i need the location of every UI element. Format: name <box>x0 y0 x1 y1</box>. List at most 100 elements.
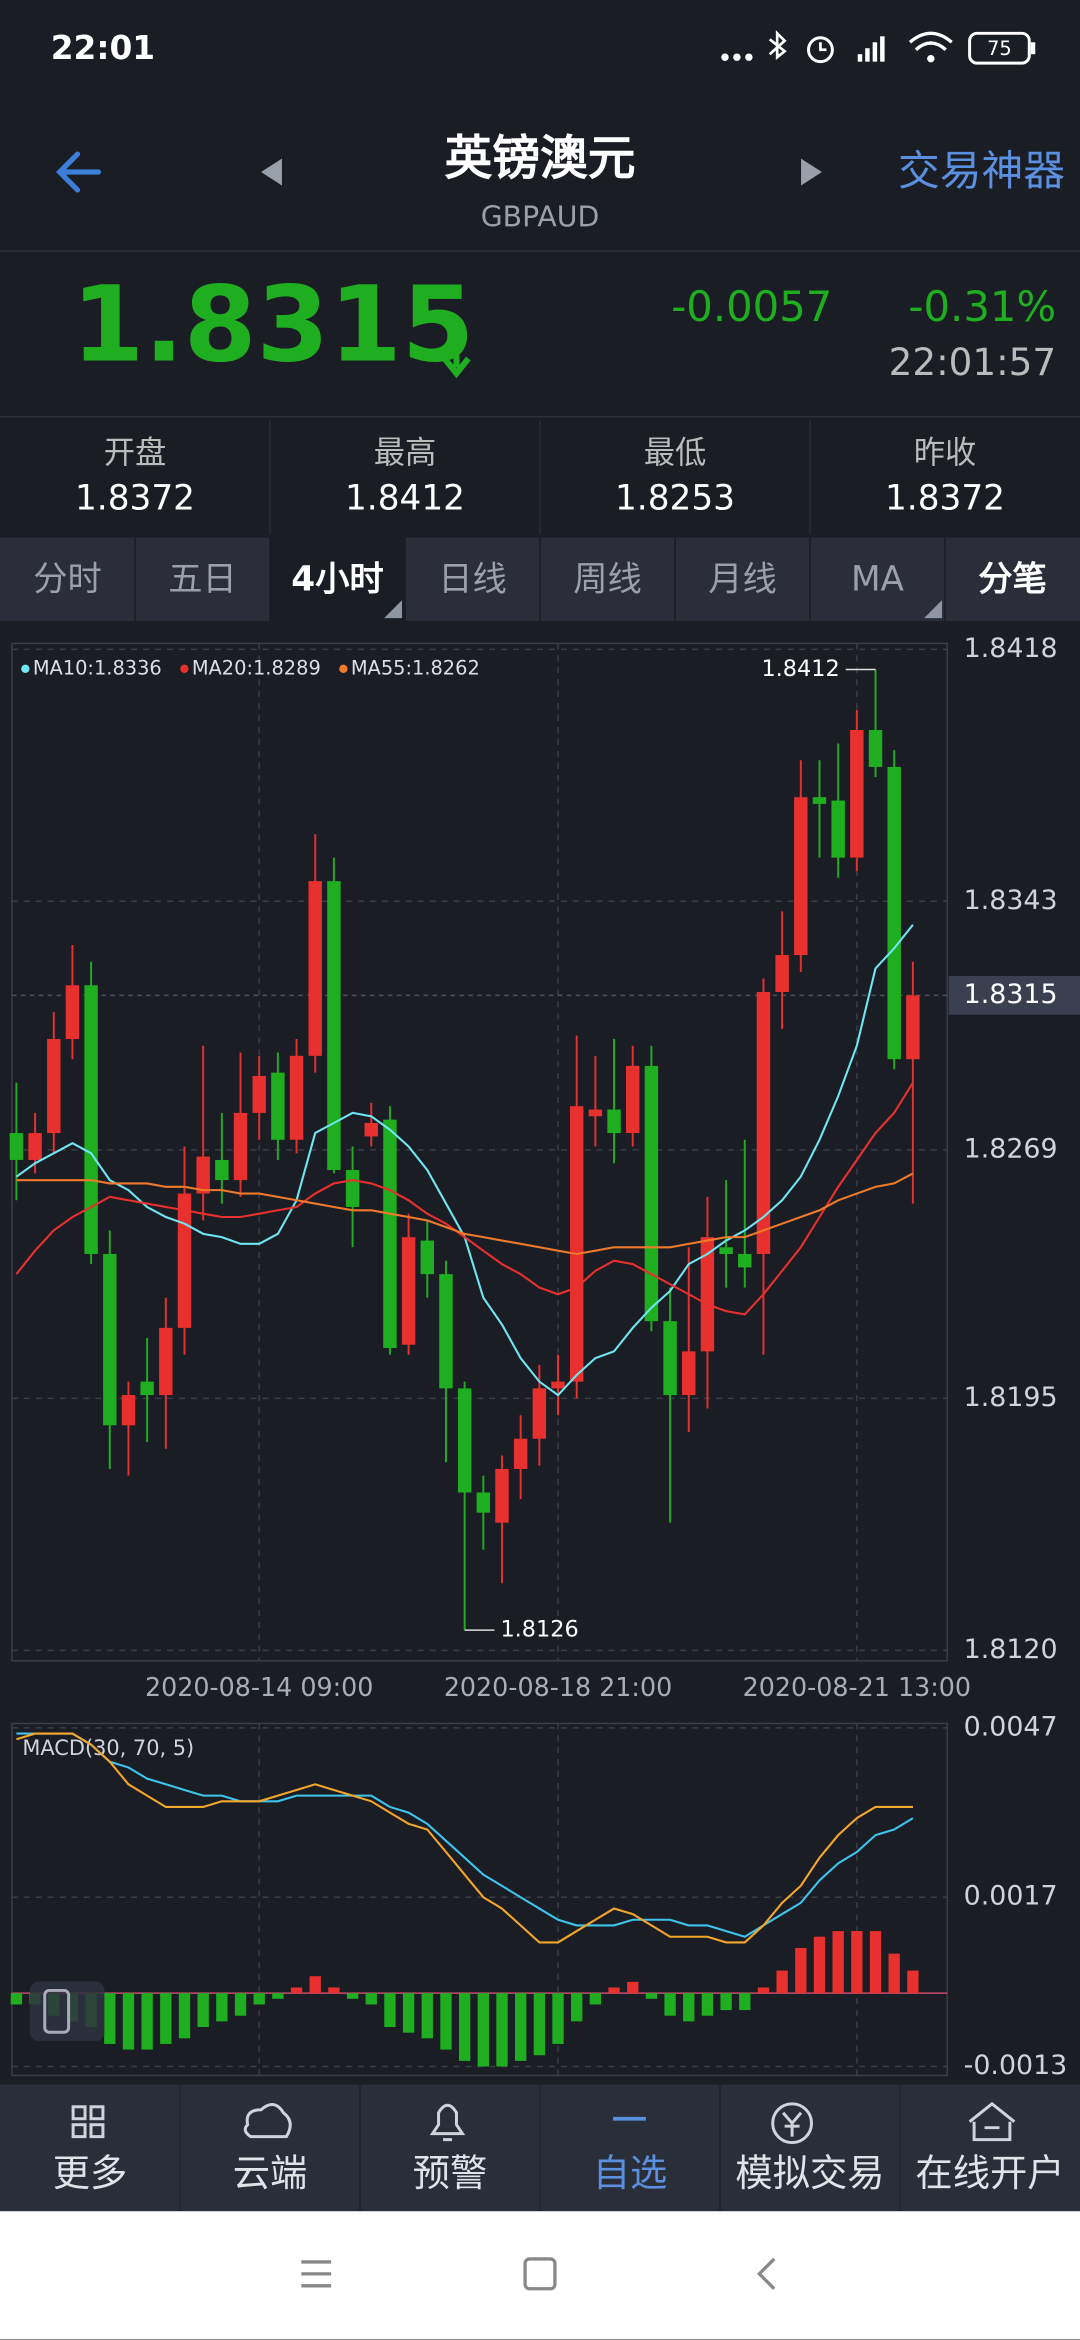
candle-body <box>121 1395 136 1426</box>
tab-active-bg <box>270 537 405 622</box>
candle-body <box>177 1193 192 1328</box>
tab[interactable]: 月线 <box>708 559 777 599</box>
macd-bar <box>141 1993 153 2050</box>
candle-body <box>271 1072 285 1140</box>
y-tick-label: 1.8195 <box>964 1382 1058 1413</box>
candle-body <box>28 1133 42 1160</box>
back-key[interactable] <box>756 2257 776 2290</box>
candle-body <box>495 1468 509 1523</box>
tab[interactable]: 分笔 <box>978 559 1047 599</box>
macd-bar <box>813 1936 826 1994</box>
stat-value: 1.8412 <box>345 479 465 519</box>
legend-entry: MA10:1.8336 <box>33 656 162 679</box>
y-tick-label: 1.8120 <box>964 1634 1058 1665</box>
prev-symbol[interactable] <box>261 158 282 186</box>
nav-icons <box>71 2101 1016 2145</box>
stats-row: 开盘 1.8372 最高 1.8412 最低 1.8253 昨收 1.8372 <box>75 421 1005 535</box>
candle-body <box>682 1351 696 1396</box>
nav-item[interactable]: 模拟交易 <box>735 2151 884 2195</box>
candle-body <box>831 800 845 858</box>
nav-item[interactable]: 更多 <box>53 2151 128 2195</box>
menu-key[interactable] <box>301 2260 332 2288</box>
quote-time: 22:01:57 <box>889 340 1056 384</box>
y-tick-label: 0.0017 <box>964 1881 1058 1912</box>
x-tick-label: 2020-08-21 13:00 <box>743 1672 971 1702</box>
macd-bar <box>346 1993 359 1999</box>
macd-bar <box>514 1993 527 2061</box>
ma-line <box>16 1172 914 1256</box>
macd-bar <box>571 1993 583 2022</box>
last-price-label: 1.8315 <box>964 979 1058 1010</box>
candle-body <box>850 730 864 858</box>
next-symbol[interactable] <box>801 158 822 186</box>
macd-bar <box>627 1981 639 1994</box>
macd-bar <box>496 1993 508 2067</box>
legend-entry: MA55:1.8262 <box>351 656 480 679</box>
legend-dot <box>21 664 30 673</box>
macd-bar <box>272 1993 284 1999</box>
candle-body <box>513 1438 528 1469</box>
macd-bar <box>832 1931 844 1994</box>
system-bar <box>0 2211 1080 2340</box>
legend-dot <box>180 664 189 673</box>
macd-bar <box>552 1993 564 2044</box>
tab[interactable]: 分时 <box>33 559 102 599</box>
trade-tool[interactable]: 交易神器 <box>898 146 1065 195</box>
tab[interactable]: 五日 <box>168 559 237 599</box>
macd-bar <box>122 1993 135 2050</box>
nav-item[interactable]: 自选 <box>593 2151 668 2195</box>
macd-bar <box>795 1948 807 1994</box>
macd-bar <box>776 1970 788 1994</box>
candle-body <box>439 1274 453 1389</box>
candle-body <box>84 985 98 1254</box>
tab-corner <box>924 600 943 619</box>
home-key[interactable] <box>523 2257 557 2291</box>
tab[interactable]: 周线 <box>573 559 642 599</box>
last-price: 1.8315 <box>72 263 475 385</box>
y-tick-label: 0.0047 <box>964 1711 1058 1742</box>
back-button[interactable] <box>55 151 102 193</box>
candle-body <box>794 797 808 956</box>
candle-body <box>196 1156 210 1194</box>
candle-body <box>868 730 883 767</box>
tab[interactable]: 4小时 <box>291 559 383 599</box>
candle-body <box>551 1381 565 1389</box>
macd-bar <box>683 1993 695 2022</box>
nav-item[interactable]: 云端 <box>233 2151 308 2195</box>
nav-item[interactable]: 在线开户 <box>915 2151 1064 2195</box>
macd-bar <box>720 1993 732 2011</box>
candle-body <box>775 955 789 992</box>
candle-body <box>588 1109 603 1117</box>
candle-body <box>700 1237 715 1352</box>
stat-value: 1.8253 <box>615 479 735 519</box>
candle-body <box>47 1039 61 1134</box>
macd-frame <box>11 1722 948 2077</box>
tab[interactable]: MA <box>851 559 905 599</box>
nav-item[interactable]: 预警 <box>413 2151 488 2195</box>
legend-entry: MA20:1.8289 <box>192 656 321 679</box>
candle-body <box>289 1055 304 1140</box>
macd-bar <box>701 1993 714 2016</box>
y-tick-label: 1.8269 <box>964 1133 1058 1164</box>
tab-corner <box>384 600 403 619</box>
macd-bar <box>533 1993 546 2056</box>
y-tick-label: 1.8418 <box>964 633 1058 664</box>
status-icons <box>721 30 953 64</box>
candle-body <box>812 797 827 804</box>
candle-body <box>457 1388 472 1493</box>
tab[interactable]: 日线 <box>438 559 507 599</box>
down-arrow <box>442 340 471 379</box>
battery-tip <box>1030 42 1036 55</box>
candle-body <box>756 991 771 1254</box>
candle-body <box>159 1327 173 1396</box>
y-tick-label: -0.0013 <box>964 2050 1068 2081</box>
candle-body <box>644 1065 659 1322</box>
candle-body <box>327 881 341 1171</box>
macd-bar <box>384 1993 396 2028</box>
macd-bar <box>907 1970 919 1994</box>
macd-bar <box>645 1993 658 1999</box>
candle-body <box>401 1237 416 1345</box>
